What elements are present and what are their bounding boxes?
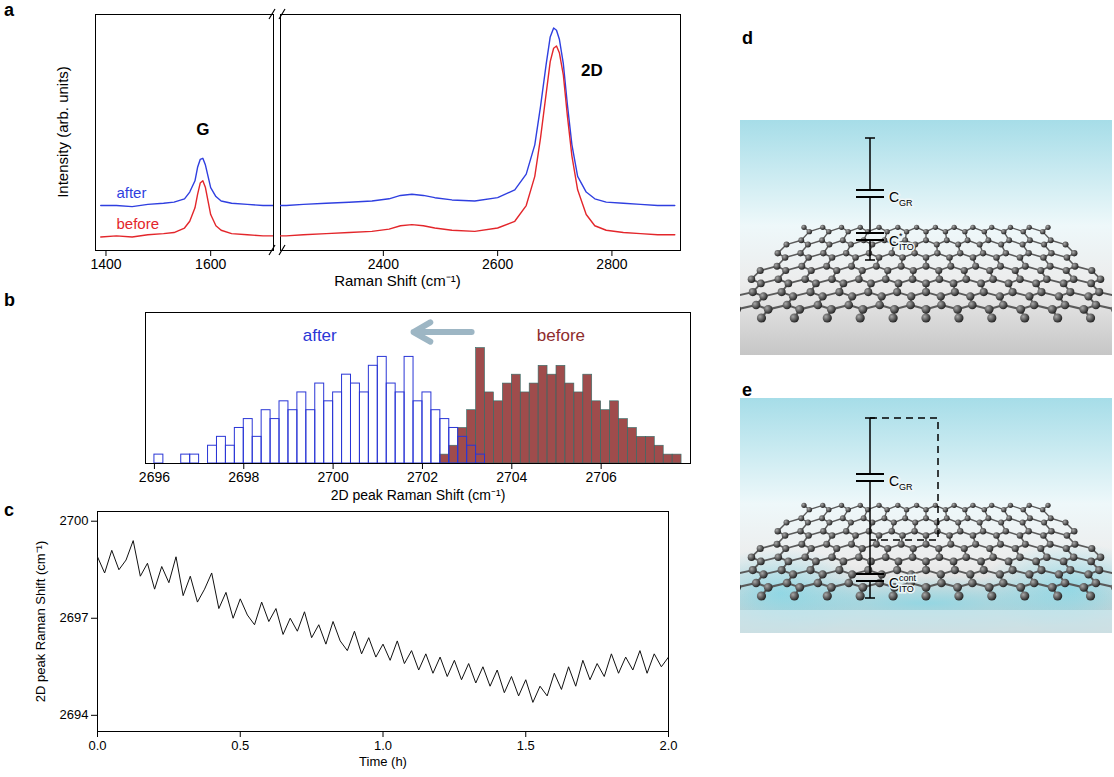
svg-text:2700: 2700 (60, 513, 89, 528)
svg-text:2.0: 2.0 (659, 738, 677, 753)
svg-text:C: C (889, 473, 899, 489)
html-text:b: b (4, 290, 15, 310)
svg-text:G: G (196, 120, 209, 139)
svg-text:2704: 2704 (496, 469, 527, 485)
svg-text:2700: 2700 (318, 469, 349, 485)
svg-text:2697: 2697 (60, 610, 89, 625)
svg-text:before: before (537, 326, 585, 345)
svg-text:2400: 2400 (368, 256, 399, 272)
svg-text:0.0: 0.0 (88, 738, 106, 753)
svg-text:Time (h): Time (h) (359, 754, 407, 769)
svg-text:2D peak Raman Shift (cm⁻¹): 2D peak Raman Shift (cm⁻¹) (331, 487, 506, 503)
svg-text:1.0: 1.0 (374, 738, 392, 753)
svg-text:2D: 2D (581, 61, 603, 80)
svg-text:before: before (116, 215, 159, 232)
svg-text:ITO: ITO (899, 242, 914, 252)
svg-text:2702: 2702 (407, 469, 438, 485)
svg-text:GR: GR (899, 482, 913, 492)
svg-text:2600: 2600 (482, 256, 513, 272)
html-text:d: d (742, 28, 753, 48)
html-text:c: c (4, 500, 14, 520)
svg-text:*: * (899, 231, 903, 241)
svg-text:C: C (889, 575, 899, 591)
svg-text:2694: 2694 (60, 707, 89, 722)
svg-text:C: C (889, 233, 899, 249)
svg-text:1600: 1600 (195, 256, 226, 272)
svg-text:2698: 2698 (228, 469, 259, 485)
html-text:e: e (742, 380, 752, 400)
svg-text:2706: 2706 (586, 469, 617, 485)
svg-text:after: after (116, 184, 146, 201)
html-text:a: a (4, 0, 14, 20)
svg-text:cont: cont (899, 573, 917, 583)
html-text:Raman Shift (cm⁻¹): Raman Shift (cm⁻¹) (334, 272, 461, 289)
svg-text:GR: GR (899, 198, 913, 208)
html-text:Intensity (arb. units): Intensity (arb. units) (53, 66, 71, 198)
svg-text:1.5: 1.5 (517, 738, 535, 753)
svg-text:C: C (889, 189, 899, 205)
svg-text:after: after (303, 326, 337, 345)
svg-text:2800: 2800 (596, 256, 627, 272)
svg-text:1400: 1400 (90, 256, 121, 272)
svg-text:ITO: ITO (899, 584, 914, 594)
svg-text:0.5: 0.5 (231, 738, 249, 753)
svg-text:2D peak Raman Shift (cm⁻¹): 2D peak Raman Shift (cm⁻¹) (33, 541, 48, 703)
svg-text:2696: 2696 (139, 469, 170, 485)
